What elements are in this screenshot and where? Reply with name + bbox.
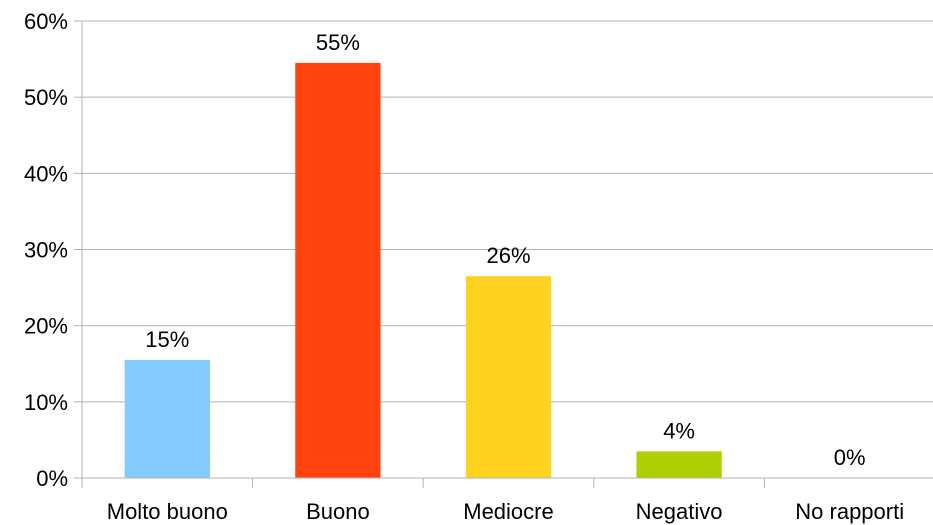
data-label: 55% [316,30,360,55]
category-label: Buono [306,499,370,524]
category-label: Molto buono [107,499,228,524]
category-label: Negativo [636,499,723,524]
bar [124,359,210,478]
category-label: Mediocre [463,499,553,524]
data-label: 0% [834,445,866,470]
y-tick-label: 30% [24,238,68,263]
y-tick-label: 50% [24,85,68,110]
data-labels: 15% 55% 26% 4% 0% [145,30,865,470]
bar [465,276,552,478]
y-tick-label: 40% [24,161,68,186]
data-label: 4% [663,418,695,443]
data-label: 26% [486,243,530,268]
bars [124,62,722,479]
bar [636,451,722,478]
category-labels: Molto buono Buono Mediocre Negativo No rappo… [107,499,904,524]
y-tick-label: 0% [36,466,68,491]
y-axis-ticks: 0% 10% 20% 30% 40% 50% 60% [24,9,82,491]
y-tick-label: 20% [24,314,68,339]
axes [81,21,933,488]
y-tick-label: 10% [24,390,68,415]
y-tick-label: 60% [24,9,68,34]
category-label: No rapporti [795,499,904,524]
data-label: 15% [145,327,189,352]
bar [295,62,381,479]
